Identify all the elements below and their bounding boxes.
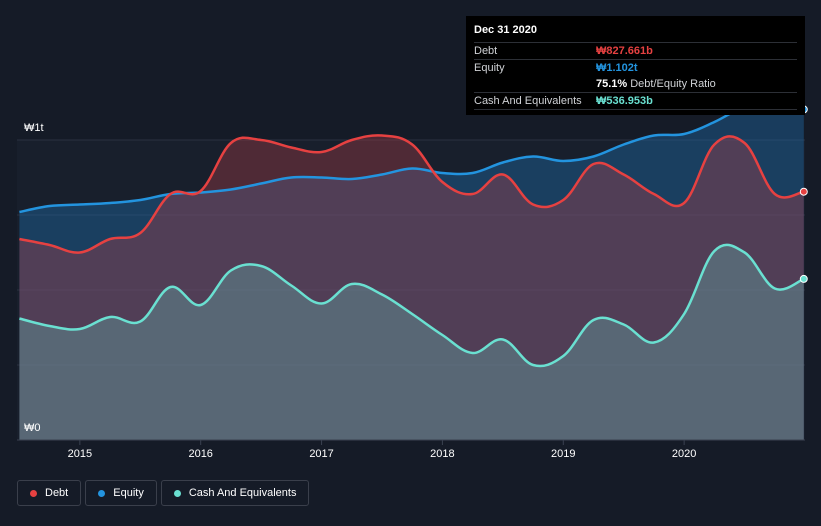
x-tick-label-2017: 2017	[309, 448, 333, 460]
legend-label-cash: Cash And Equivalents	[188, 487, 297, 499]
x-tick-label-2015: 2015	[68, 448, 92, 460]
tooltip-ratio-value: 75.1%	[596, 78, 628, 90]
y-tick-label-top: ₩1t	[24, 122, 44, 134]
x-tick-label-2018: 2018	[430, 448, 454, 460]
tooltip-date: Dec 31 2020	[474, 24, 537, 36]
legend-label-equity: Equity	[113, 487, 144, 499]
cash-and-equivalents-line	[19, 243, 805, 368]
tooltip-ratio-label: Debt/Equity Ratio	[630, 78, 716, 90]
tooltip-equity-label: Equity	[474, 62, 505, 74]
tooltip-cash-value: ₩536.953b	[596, 95, 653, 107]
equity-dot-icon	[98, 489, 106, 497]
legend-item-cash[interactable]: Cash And Equivalents	[160, 480, 310, 506]
legend-item-equity[interactable]: Equity	[85, 480, 157, 506]
debt-end-point	[799, 187, 808, 196]
legend-item-debt[interactable]: Debt	[17, 480, 82, 506]
cash-and-equivalents-end-point	[799, 274, 808, 283]
chart-legend: Debt Equity Cash And Equivalents	[17, 480, 310, 506]
debt-dot-icon	[30, 489, 37, 497]
debt-area	[19, 135, 804, 440]
cash-dot-icon	[173, 489, 181, 497]
tooltip-equity-value: ₩1.102t	[596, 62, 638, 74]
tooltip-cash-label: Cash And Equivalents	[474, 95, 582, 107]
cash-and-equivalents-area	[19, 244, 804, 440]
x-tick-label-2020: 2020	[672, 448, 696, 460]
tooltip-debt-value: ₩827.661b	[596, 45, 653, 57]
debt-line	[19, 134, 805, 254]
x-tick-label-2016: 2016	[188, 448, 212, 460]
x-tick-label-2019: 2019	[551, 448, 575, 460]
tooltip-debt-label: Debt	[474, 45, 498, 57]
equity-line	[19, 101, 805, 214]
equity-area	[19, 102, 804, 440]
legend-label-debt: Debt	[45, 487, 69, 499]
data-tooltip: Dec 31 2020 Debt ₩827.661b Equity ₩1.102…	[466, 16, 805, 115]
y-tick-label-zero: ₩0	[24, 422, 41, 434]
